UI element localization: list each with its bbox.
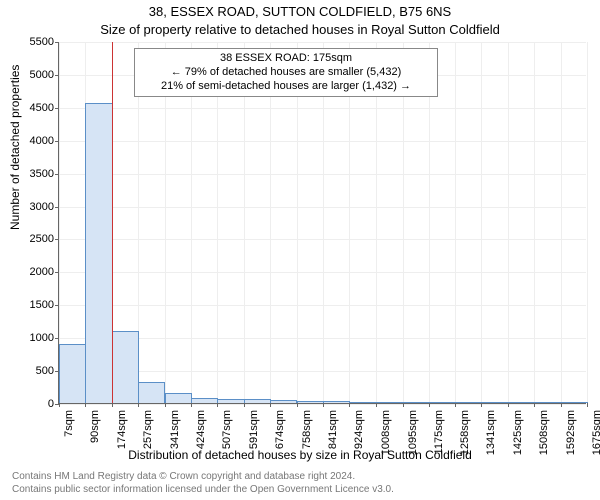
ytick-label: 5500 bbox=[14, 36, 54, 48]
histogram-bar bbox=[403, 402, 430, 403]
xtick-mark bbox=[217, 403, 218, 407]
histogram-bar bbox=[191, 398, 218, 403]
xtick-mark bbox=[323, 403, 324, 407]
histogram-bar bbox=[481, 402, 508, 403]
xtick-mark bbox=[112, 403, 113, 407]
ytick-label: 3500 bbox=[14, 168, 54, 180]
ytick-label: 0 bbox=[14, 398, 54, 410]
xtick-mark bbox=[270, 403, 271, 407]
xtick-mark bbox=[297, 403, 298, 407]
ytick-label: 3000 bbox=[14, 201, 54, 213]
histogram-bar bbox=[455, 402, 482, 403]
plot-area: 7sqm90sqm174sqm257sqm341sqm424sqm507sqm5… bbox=[58, 42, 586, 404]
chart-container: 38, ESSEX ROAD, SUTTON COLDFIELD, B75 6N… bbox=[0, 0, 600, 500]
xtick-mark bbox=[587, 403, 588, 407]
gridline-v bbox=[561, 42, 562, 403]
ytick-label: 5000 bbox=[14, 69, 54, 81]
xtick-mark bbox=[376, 403, 377, 407]
histogram-bar bbox=[376, 402, 403, 403]
histogram-bar bbox=[112, 331, 139, 403]
xtick-mark bbox=[138, 403, 139, 407]
xtick-mark bbox=[561, 403, 562, 407]
xtick-mark bbox=[508, 403, 509, 407]
annotation-line1: 38 ESSEX ROAD: 175sqm bbox=[141, 52, 431, 66]
xtick-mark bbox=[429, 403, 430, 407]
ytick-label: 4000 bbox=[14, 135, 54, 147]
histogram-bar bbox=[85, 103, 112, 403]
gridline-v bbox=[587, 42, 588, 403]
histogram-bar bbox=[534, 402, 561, 403]
annotation-box: 38 ESSEX ROAD: 175sqm ← 79% of detached … bbox=[134, 48, 438, 97]
ytick-label: 1000 bbox=[14, 332, 54, 344]
annotation-line2: ← 79% of detached houses are smaller (5,… bbox=[141, 66, 431, 80]
xtick-mark bbox=[85, 403, 86, 407]
annotation-line3: 21% of semi-detached houses are larger (… bbox=[141, 80, 431, 94]
ytick-label: 2500 bbox=[14, 233, 54, 245]
ytick-label: 2000 bbox=[14, 266, 54, 278]
histogram-bar bbox=[59, 344, 86, 403]
chart-title-line2: Size of property relative to detached ho… bbox=[0, 22, 600, 37]
xtick-mark bbox=[59, 403, 60, 407]
gridline-v bbox=[481, 42, 482, 403]
xtick-mark bbox=[481, 403, 482, 407]
marker-line bbox=[112, 42, 113, 403]
histogram-bar bbox=[561, 402, 588, 403]
ytick-label: 4500 bbox=[14, 102, 54, 114]
histogram-bar bbox=[323, 401, 350, 403]
histogram-bar bbox=[217, 399, 244, 403]
xtick-mark bbox=[349, 403, 350, 407]
xtick-mark bbox=[191, 403, 192, 407]
xtick-mark bbox=[403, 403, 404, 407]
gridline-v bbox=[508, 42, 509, 403]
footer: Contains HM Land Registry data © Crown c… bbox=[12, 471, 394, 496]
chart-title-line1: 38, ESSEX ROAD, SUTTON COLDFIELD, B75 6N… bbox=[0, 4, 600, 19]
ytick-label: 500 bbox=[14, 365, 54, 377]
histogram-bar bbox=[244, 399, 271, 403]
histogram-bar bbox=[429, 402, 456, 403]
histogram-bar bbox=[270, 400, 297, 403]
histogram-bar bbox=[508, 402, 535, 403]
x-axis-label: Distribution of detached houses by size … bbox=[0, 448, 600, 462]
histogram-bar bbox=[349, 402, 376, 403]
gridline-v bbox=[455, 42, 456, 403]
histogram-bar bbox=[297, 401, 324, 403]
xtick-mark bbox=[534, 403, 535, 407]
histogram-bar bbox=[138, 382, 165, 403]
xtick-mark bbox=[165, 403, 166, 407]
footer-line2: Contains public sector information licen… bbox=[12, 484, 394, 497]
xtick-mark bbox=[455, 403, 456, 407]
histogram-bar bbox=[165, 393, 192, 403]
footer-line1: Contains HM Land Registry data © Crown c… bbox=[12, 471, 394, 484]
ytick-label: 1500 bbox=[14, 299, 54, 311]
gridline-v bbox=[534, 42, 535, 403]
xtick-mark bbox=[244, 403, 245, 407]
